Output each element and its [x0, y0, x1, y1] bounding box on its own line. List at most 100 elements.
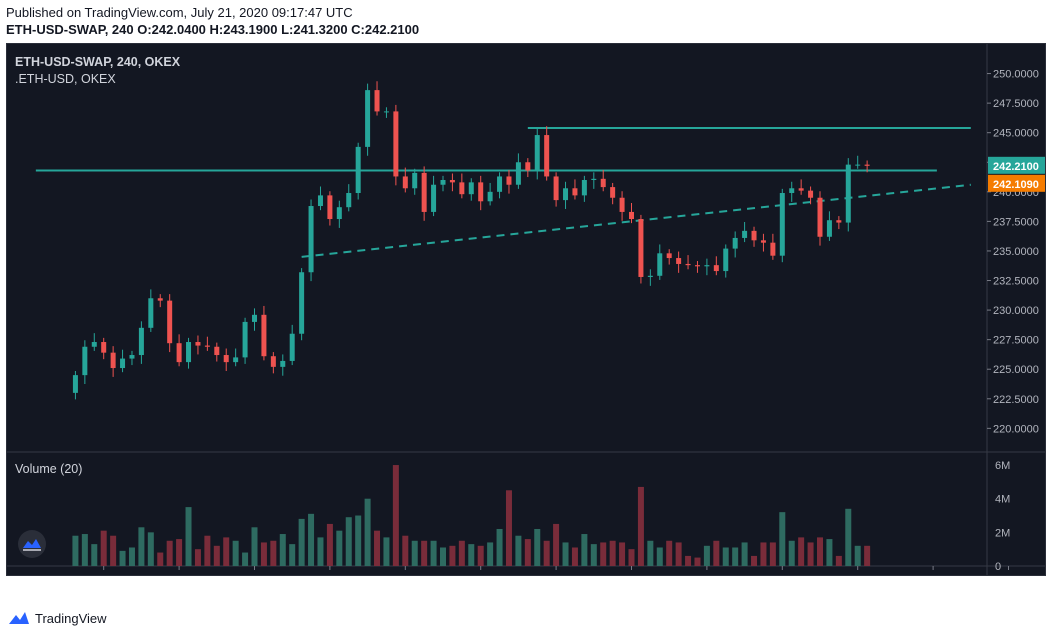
candle-body: [308, 206, 314, 273]
candle-body: [760, 240, 766, 243]
volume-bar: [487, 542, 494, 566]
volume-bar: [722, 547, 729, 566]
candle-body: [497, 176, 503, 192]
candle-body: [176, 343, 182, 363]
candle-body: [694, 265, 700, 267]
time-tick-label: 3: [176, 573, 182, 575]
candle-body: [383, 111, 389, 113]
candle-body: [563, 188, 569, 201]
candle-body: [798, 188, 804, 191]
candle-body: [723, 248, 729, 272]
chart-svg[interactable]: 250.0000247.5000245.0000242.5000240.0000…: [7, 44, 1045, 585]
price-tick-label: 247.5000: [993, 98, 1039, 110]
volume-bar: [204, 535, 211, 566]
price-tick-label: 230.0000: [993, 305, 1039, 317]
candle-body: [515, 162, 521, 185]
candle-body: [459, 182, 465, 195]
volume-bar: [760, 542, 767, 566]
volume-tick-label: 4M: [995, 494, 1010, 506]
candle-body: [506, 176, 512, 185]
candle-body: [110, 352, 116, 369]
candle-body: [214, 346, 220, 356]
price-axis: 250.0000247.5000245.0000242.5000240.0000…: [987, 69, 1039, 435]
candle-body: [327, 195, 333, 220]
volume-bar: [345, 517, 352, 566]
candle-body: [845, 164, 851, 223]
volume-bar: [81, 534, 88, 566]
volume-bar: [298, 518, 305, 566]
volume-bar: [242, 552, 249, 566]
indicator-settings-icon[interactable]: [18, 530, 46, 558]
volume-bar: [128, 547, 135, 566]
volume-bar: [458, 540, 465, 566]
time-tick-label: 11: [475, 573, 486, 575]
candle-body: [836, 220, 842, 223]
volume-bar: [383, 537, 390, 566]
candle-body: [751, 230, 757, 241]
pane-divider: [7, 44, 1045, 575]
candle-body: [412, 172, 418, 189]
volume-bar: [600, 542, 607, 566]
candle-body: [280, 360, 286, 367]
volume-bar: [637, 486, 644, 566]
candle-body: [299, 272, 305, 334]
time-tick-label: 23: [927, 573, 939, 575]
candle-body: [600, 178, 606, 188]
volume-bar: [647, 540, 654, 566]
candle-body: [195, 342, 201, 346]
brand-label: TradingView: [35, 610, 107, 626]
candle-body: [817, 197, 823, 237]
candle-body: [72, 375, 78, 393]
volume-bar: [581, 534, 588, 566]
volume-bar: [685, 555, 692, 566]
volume-bar: [845, 508, 852, 566]
volume-bar: [430, 540, 437, 566]
volume-bar: [185, 507, 192, 566]
candle-body: [581, 180, 587, 196]
candle-body: [713, 265, 719, 272]
volume-bar: [138, 527, 145, 566]
volume-tick-label: 6M: [995, 460, 1010, 472]
candle-body: [808, 190, 814, 198]
footer-brand[interactable]: TradingView: [8, 610, 107, 626]
volume-bar: [110, 535, 117, 566]
volume-bar: [213, 545, 220, 566]
volume-bar: [251, 527, 258, 566]
time-tick-label: 21: [852, 573, 864, 575]
volume-bar: [590, 544, 597, 566]
volume-bar: [336, 530, 343, 566]
volume-bar: [543, 540, 550, 566]
rising-trendline: [301, 183, 971, 258]
volume-bar: [421, 540, 428, 566]
candle-body: [355, 146, 361, 194]
candle-body: [534, 135, 540, 171]
candle-body: [544, 135, 550, 177]
price-labels: 242.2100 242.1090: [988, 156, 1045, 192]
volume-bar: [326, 523, 333, 566]
candle-body: [676, 258, 682, 264]
volume-bar: [279, 534, 286, 566]
volume-tick-label: 2M: [995, 527, 1010, 539]
volume-bar: [553, 523, 560, 566]
candle-body: [317, 195, 323, 207]
chart-area[interactable]: 250.0000247.5000245.0000242.5000240.0000…: [6, 43, 1046, 585]
candle-body: [374, 90, 380, 112]
volume-bar: [100, 530, 107, 566]
candle-body: [82, 346, 88, 376]
price-tick-label: 250.0000: [993, 69, 1039, 81]
volume-bar: [440, 547, 446, 566]
volume-bar: [817, 537, 823, 566]
candle-body: [148, 298, 154, 328]
candle-body: [779, 193, 785, 256]
volume-bar: [732, 547, 739, 566]
volume-tick-label: 0: [995, 561, 1001, 573]
price-tick-label: 237.5000: [993, 216, 1039, 228]
volume-bar: [798, 537, 805, 566]
candle-body: [223, 355, 229, 363]
candle-body: [138, 327, 144, 356]
candles: [72, 81, 870, 400]
candle-body: [157, 298, 163, 301]
candle-body: [647, 275, 653, 277]
secondary-price-tag: [988, 174, 1045, 192]
volume-bar: [289, 544, 296, 566]
